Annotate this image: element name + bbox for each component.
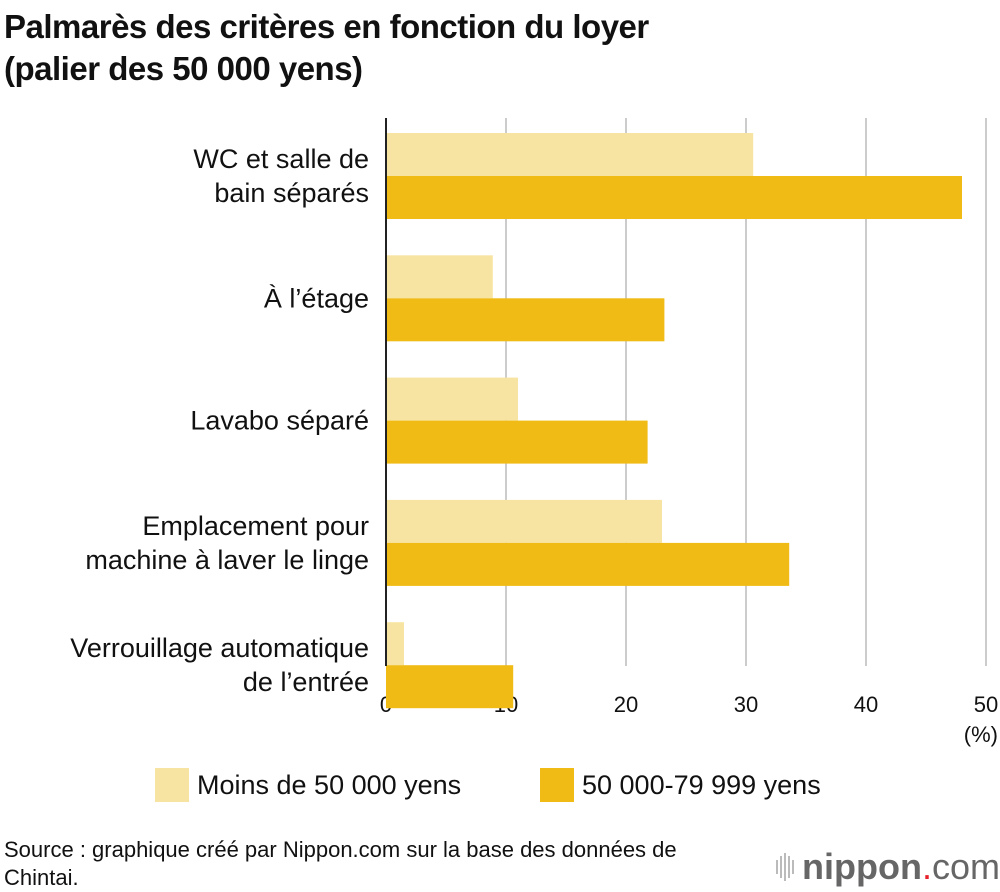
x-tick-label: 50 — [974, 692, 998, 717]
bar-2-3 — [386, 420, 648, 464]
bar-1-3 — [386, 377, 518, 421]
legend-swatch — [155, 768, 189, 802]
category-label: Verrouillage automatique — [70, 633, 369, 663]
bar-1-4 — [386, 499, 662, 543]
bar-2-1 — [386, 176, 962, 219]
x-tick-label: 20 — [614, 692, 638, 717]
source-note: Source : graphique créé par Nippon.com s… — [4, 837, 677, 890]
legend-item-series-1: Moins de 50 000 yens — [155, 768, 461, 802]
logo-suffix: com — [931, 846, 1000, 887]
bar-1-1 — [386, 133, 754, 176]
bar-1-2 — [386, 255, 493, 299]
nippon-logo: nippon. com — [776, 846, 1000, 888]
bar-2-4 — [386, 542, 790, 586]
category-label: WC et salle de — [193, 144, 369, 174]
legend-item-series-2: 50 000-79 999 yens — [540, 768, 821, 802]
category-label: À l’étage — [264, 283, 369, 313]
category-label: machine à laver le linge — [85, 545, 369, 575]
bar-1-5 — [386, 622, 404, 666]
category-label: Lavabo séparé — [190, 406, 369, 436]
category-label: Emplacement pour — [142, 511, 369, 541]
title-line-1: Palmarès des critères en fonction du loy… — [4, 8, 649, 45]
legend-label: 50 000-79 999 yens — [582, 769, 821, 800]
x-tick-label: 30 — [734, 692, 758, 717]
x-tick-label: 40 — [854, 692, 878, 717]
category-label: bain séparés — [214, 178, 369, 208]
legend-label: Moins de 50 000 yens — [197, 769, 462, 800]
logo-main: nippon — [802, 846, 922, 887]
sound-bars-icon — [776, 853, 794, 881]
logo-dot: . — [921, 846, 932, 887]
bar-2-5 — [386, 665, 514, 709]
bar-2-2 — [386, 298, 665, 342]
category-label: de l’entrée — [243, 667, 369, 697]
chart-title: Palmarès des critères en fonction du loy… — [4, 6, 649, 90]
title-line-2: (palier des 50 000 yens) — [4, 50, 363, 87]
legend-swatch — [540, 768, 574, 802]
x-unit-label: (%) — [964, 722, 998, 747]
